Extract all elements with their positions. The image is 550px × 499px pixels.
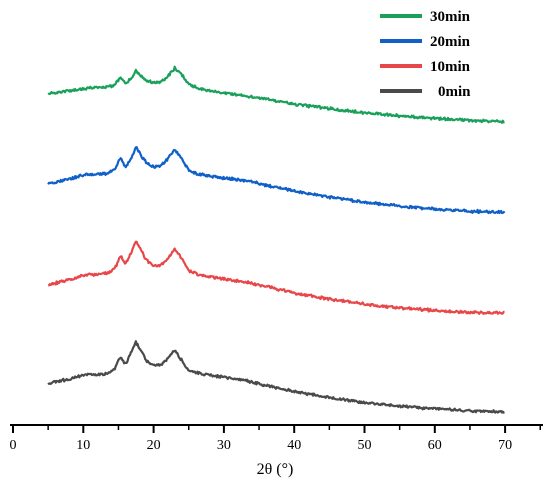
x-tick-label: 0 — [10, 438, 17, 453]
x-tick-label: 60 — [428, 438, 442, 453]
x-tick-label: 30 — [217, 438, 231, 453]
x-axis-title: 2θ (°) — [257, 461, 294, 478]
legend-label-0min: 0min — [438, 84, 471, 100]
x-tick-label: 70 — [498, 438, 512, 453]
legend-label-20min: 20min — [430, 34, 471, 50]
x-tick-label: 20 — [147, 438, 161, 453]
legend: 30min 20min 10min 0min — [380, 9, 471, 100]
x-ticks-layer: 0 10 20 30 40 50 60 70 — [10, 425, 541, 453]
legend-label-30min: 30min — [430, 9, 471, 25]
x-tick-label: 50 — [358, 438, 372, 453]
series-line-30min — [47, 65, 505, 124]
series-line-20min — [47, 146, 506, 215]
x-tick-label: 40 — [287, 438, 301, 453]
series-line-10min — [47, 240, 505, 315]
curves-layer — [47, 65, 506, 414]
legend-label-10min: 10min — [430, 59, 471, 75]
series-line-0min — [47, 340, 505, 414]
x-tick-label: 10 — [76, 438, 90, 453]
